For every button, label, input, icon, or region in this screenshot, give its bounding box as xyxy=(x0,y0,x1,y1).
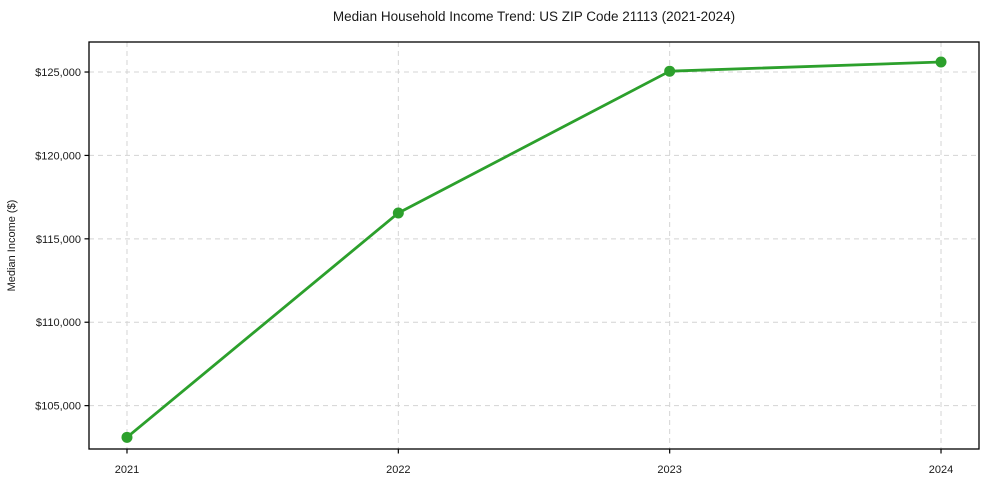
plot-border xyxy=(88,41,980,450)
chart-title: Median Household Income Trend: US ZIP Co… xyxy=(333,9,735,24)
y-tick-label: $105,000 xyxy=(35,401,81,413)
y-tick-label: $110,000 xyxy=(36,317,81,329)
data-point xyxy=(392,207,404,219)
y-tick-label: $125,000 xyxy=(35,67,81,79)
x-tick-label: 2022 xyxy=(386,464,410,476)
data-point xyxy=(935,56,947,68)
y-axis-label: Median Income ($) xyxy=(6,200,18,292)
y-tick-label: $115,000 xyxy=(36,234,81,246)
x-tick-label: 2021 xyxy=(115,464,139,476)
x-tick-label: 2024 xyxy=(929,464,953,476)
data-point xyxy=(121,431,133,443)
trend-line xyxy=(125,60,943,439)
y-tick-label: $120,000 xyxy=(35,150,81,162)
data-point xyxy=(664,65,676,77)
x-tick-label: 2023 xyxy=(657,464,681,476)
